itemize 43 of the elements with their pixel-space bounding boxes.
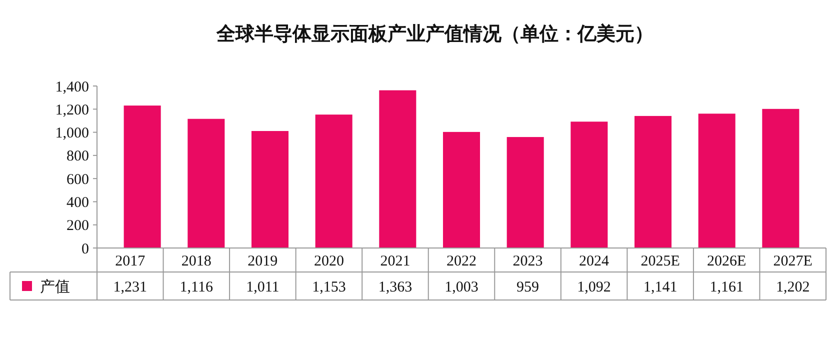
data-label: 1,153 [312, 279, 346, 296]
bar [315, 114, 352, 248]
x-tick-label: 2022 [446, 253, 476, 270]
data-label: 1,161 [710, 279, 744, 296]
chart-title: 全球半导体显示面板产业产值情况（单位：亿美元） [216, 23, 654, 45]
bar [698, 114, 736, 248]
data-label: 1,202 [776, 279, 810, 296]
bar [634, 116, 672, 248]
x-tick-label: 2018 [181, 253, 212, 270]
x-tick-label: 2019 [248, 253, 278, 270]
x-tick-label: 2021 [380, 253, 410, 270]
x-tick-label: 2026E [707, 253, 746, 270]
x-tick-label: 2017 [115, 253, 146, 270]
data-label: 1,011 [246, 279, 280, 296]
bar [762, 108, 800, 248]
x-tick-label: 2020 [314, 253, 344, 270]
bar [251, 131, 289, 248]
bar [570, 122, 608, 248]
y-tick-label: 1,200 [55, 102, 89, 118]
data-label: 1,363 [378, 279, 412, 296]
y-tick-label: 600 [66, 172, 89, 188]
y-tick-label: 1,000 [55, 126, 89, 142]
legend-label: 产值 [40, 278, 70, 296]
x-tick-label: 2025E [640, 253, 680, 270]
x-tick-label: 2023 [512, 253, 543, 270]
data-label: 1,092 [577, 279, 611, 296]
data-label: 1,003 [444, 279, 478, 296]
data-label: 1,141 [643, 279, 678, 296]
data-label: 1,116 [180, 279, 214, 296]
bar [506, 137, 544, 248]
data-label: 1,231 [113, 279, 148, 296]
y-tick-label: 800 [66, 148, 89, 165]
y-tick-label: 0 [82, 241, 89, 258]
bar [442, 132, 480, 248]
y-tick-label: 1,400 [55, 79, 89, 96]
bar [188, 118, 225, 248]
bar [379, 90, 416, 248]
x-tick-label: 2027E [773, 253, 812, 270]
bar [124, 106, 161, 248]
data-label: 959 [516, 279, 540, 296]
x-tick-label: 2024 [579, 253, 610, 270]
y-tick-label: 200 [66, 218, 89, 234]
y-tick-label: 400 [66, 194, 89, 211]
